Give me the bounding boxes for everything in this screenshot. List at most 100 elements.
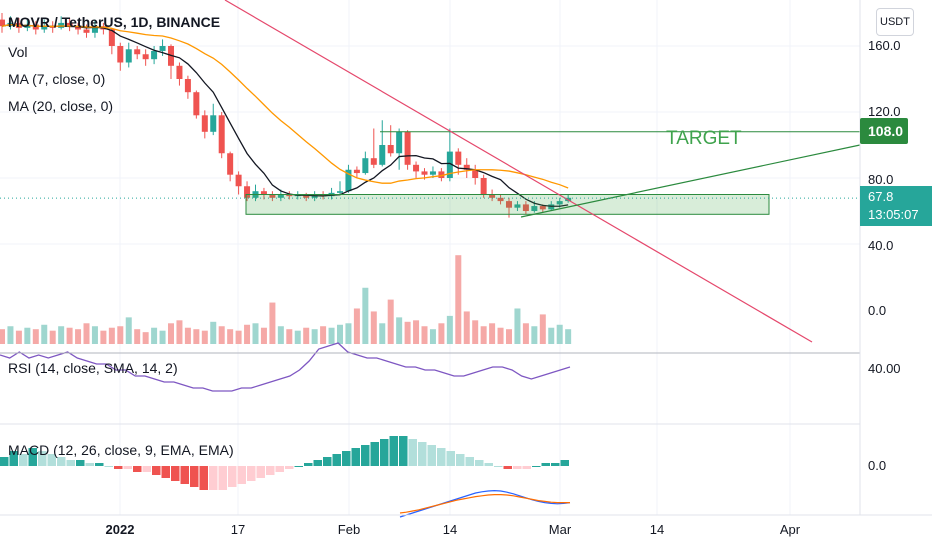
candle-body — [201, 115, 208, 132]
macd-histogram-bar — [161, 466, 170, 478]
volume-bar — [151, 327, 158, 344]
candle-body — [41, 26, 48, 30]
macd-histogram-bar — [256, 466, 265, 478]
macd-histogram-bar — [104, 466, 113, 467]
volume-bar — [379, 323, 386, 344]
x-tick: Mar — [548, 522, 572, 537]
macd-histogram-bar — [380, 439, 389, 466]
candle-body — [277, 194, 284, 198]
volume-bar — [193, 329, 200, 344]
volume-bar — [303, 327, 310, 344]
volume-bar — [227, 329, 234, 344]
price-tick: 160.0 — [868, 38, 901, 53]
ma7-legend[interactable]: MA (7, close, 0) — [8, 71, 106, 87]
macd-histogram-bar — [133, 466, 142, 472]
volume-bar — [49, 330, 56, 344]
macd-histogram-bar — [9, 451, 18, 466]
volume-bar — [142, 332, 149, 344]
last-price-tag: 67.8 13:05:07 — [860, 186, 932, 226]
macd-legend[interactable]: MACD (12, 26, close, 9, EMA, EMA) — [8, 442, 234, 458]
volume-bar — [311, 329, 318, 344]
macd-histogram-bar — [551, 463, 560, 466]
candle-body — [32, 24, 39, 30]
candle-body — [117, 46, 124, 63]
candle-body — [176, 65, 183, 79]
volume-bar — [328, 327, 335, 344]
volume-bar — [117, 326, 124, 344]
volume-bar — [522, 323, 529, 344]
macd-histogram-bar — [313, 460, 322, 466]
candle-body — [472, 169, 479, 178]
macd-signal-line — [399, 494, 570, 514]
candle-body — [134, 49, 141, 55]
volume-legend[interactable]: Vol — [8, 44, 28, 60]
macd-histogram-bar — [171, 466, 180, 481]
macd-histogram-bar — [389, 436, 398, 466]
candlestick-series — [0, 13, 572, 218]
volume-bar — [235, 330, 242, 344]
rsi-tick: 40.00 — [868, 361, 901, 376]
volume-bar — [497, 327, 504, 344]
macd-histogram-bar — [275, 466, 284, 472]
macd-histogram-bar — [114, 466, 123, 469]
macd-histogram-bar — [95, 463, 104, 466]
candle-body — [210, 115, 217, 132]
macd-histogram-bar — [180, 466, 189, 484]
candle-body — [531, 206, 538, 211]
macd-histogram-bar — [57, 457, 66, 466]
volume-bar — [387, 299, 394, 344]
candle-body — [429, 171, 436, 175]
ma20-line — [1, 23, 569, 189]
rsi-legend[interactable]: RSI (14, close, SMA, 14, 2) — [8, 360, 178, 376]
macd-histogram-bar — [38, 451, 47, 466]
volume-bar — [32, 329, 39, 344]
volume-bar — [24, 327, 31, 344]
support-zone — [245, 194, 770, 215]
macd-histogram-bar — [218, 466, 227, 490]
volume-bar — [438, 323, 445, 344]
x-tick: Feb — [337, 522, 361, 537]
volume-bar — [58, 326, 65, 344]
candle-body — [353, 169, 360, 174]
macd-histogram-bar — [513, 466, 522, 469]
rsi-pane — [0, 342, 571, 392]
candle-body — [0, 19, 5, 27]
volume-bar — [539, 314, 546, 344]
candle-body — [337, 191, 343, 193]
macd-histogram-bar — [532, 466, 541, 467]
volume-bar — [244, 324, 251, 344]
volume-bar — [184, 327, 191, 344]
candle-body — [396, 131, 403, 154]
volume-bar — [277, 326, 284, 344]
candle-body — [506, 201, 512, 208]
price-tick: 80.0 — [868, 172, 894, 187]
candle-body — [91, 26, 98, 33]
macd-histogram-bar — [294, 466, 303, 467]
macd-histogram-bar — [399, 436, 408, 466]
macd-histogram-bar — [475, 460, 484, 466]
macd-histogram-bar — [199, 466, 208, 490]
candle-body — [75, 26, 82, 30]
candle-body — [345, 169, 352, 192]
candle-body — [497, 197, 504, 202]
volume-bar — [472, 320, 479, 344]
candle-body — [362, 158, 369, 174]
macd-histogram-bar — [418, 442, 427, 466]
volume-bar — [75, 329, 82, 344]
ma20-legend[interactable]: MA (20, close, 0) — [8, 98, 114, 114]
symbol-title[interactable]: MOVR / TetherUS, 1D, BINANCE — [8, 14, 221, 30]
volume-bar — [353, 308, 360, 344]
grid-lines — [0, 0, 860, 515]
macd-histogram-bar — [0, 457, 9, 466]
volume-bar — [108, 327, 115, 344]
target-price-tag: 108.0 — [860, 118, 908, 144]
currency-badge[interactable]: USDT — [876, 8, 914, 36]
volume-bar — [83, 323, 90, 344]
volume-bar — [168, 323, 174, 344]
candle-body — [413, 164, 420, 172]
volume-tick: 0.0 — [868, 303, 887, 318]
volume-bar — [159, 330, 166, 344]
macd-histogram-bar — [522, 466, 531, 469]
candle-body — [269, 194, 276, 198]
